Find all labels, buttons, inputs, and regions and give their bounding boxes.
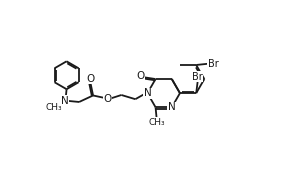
Text: CH₃: CH₃ bbox=[148, 118, 165, 127]
Text: N: N bbox=[168, 102, 176, 112]
Text: N: N bbox=[61, 96, 69, 106]
Text: O: O bbox=[103, 94, 112, 104]
Text: Br: Br bbox=[192, 72, 203, 82]
Text: CH₃: CH₃ bbox=[45, 103, 62, 112]
Text: Br: Br bbox=[208, 59, 218, 69]
Text: O: O bbox=[86, 74, 94, 83]
Text: O: O bbox=[136, 71, 144, 81]
Text: N: N bbox=[143, 88, 151, 98]
